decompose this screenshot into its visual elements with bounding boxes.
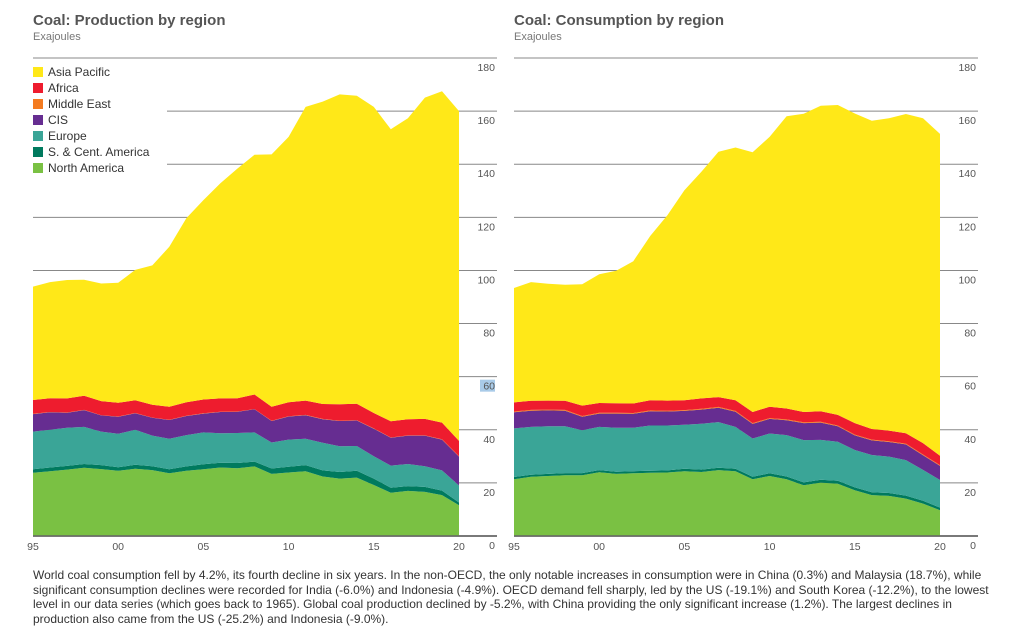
x-tick-label: 05 bbox=[198, 541, 210, 553]
y-tick-label: 80 bbox=[483, 328, 495, 340]
area-africa bbox=[33, 394, 459, 457]
commentary-paragraph: World coal consumption fell by 4.2%, its… bbox=[33, 568, 989, 626]
y-tick-label: 180 bbox=[958, 62, 976, 74]
legend-item-sc-america: S. & Cent. America bbox=[33, 144, 149, 160]
y-tick-label: 60 bbox=[483, 381, 495, 393]
x-axis-ticks: 95 00 05 10 15 20 bbox=[27, 541, 465, 553]
x-tick-label: 20 bbox=[934, 541, 946, 553]
y-tick-label: 100 bbox=[477, 274, 495, 286]
legend-item-middle-east: Middle East bbox=[33, 96, 149, 112]
legend-label: North America bbox=[48, 161, 125, 175]
y-tick-label: 40 bbox=[964, 434, 976, 446]
x-tick-label: 15 bbox=[368, 541, 380, 553]
x-tick-label: 95 bbox=[508, 541, 520, 553]
area-africa bbox=[514, 397, 940, 466]
y-tick-label: 0 bbox=[970, 540, 976, 552]
y-tick-label: 160 bbox=[958, 115, 976, 127]
consumption-chart-panel: Coal: Consumption by region Exajoules 0 2… bbox=[508, 0, 1004, 560]
legend-swatch-cis bbox=[33, 115, 43, 125]
legend-swatch-africa bbox=[33, 83, 43, 93]
tick-selection-highlight bbox=[480, 379, 495, 392]
legend-label: Africa bbox=[48, 81, 79, 95]
legend-label: CIS bbox=[48, 113, 69, 127]
area-europe bbox=[514, 422, 940, 508]
legend-item-cis: CIS bbox=[33, 112, 149, 128]
area-europe bbox=[33, 426, 459, 503]
y-tick-label: 60 bbox=[964, 381, 976, 393]
legend-item-asia-pacific: Asia Pacific bbox=[33, 64, 149, 80]
x-tick-label: 00 bbox=[112, 541, 124, 553]
legend-swatch-sc-america bbox=[33, 147, 43, 157]
legend-swatch-europe bbox=[33, 131, 43, 141]
legend-label: S. & Cent. America bbox=[48, 145, 150, 159]
legend-swatch-north-america bbox=[33, 163, 43, 173]
y-tick-label: 120 bbox=[958, 221, 976, 233]
legend-item-north-america: North America bbox=[33, 160, 149, 176]
area-layers bbox=[514, 105, 940, 536]
x-tick-label: 95 bbox=[27, 541, 39, 553]
area-asia-pacific bbox=[514, 105, 940, 456]
production-chart-title: Coal: Production by region bbox=[33, 12, 226, 29]
legend-item-africa: Africa bbox=[33, 80, 149, 96]
legend-label: Asia Pacific bbox=[48, 65, 111, 79]
area-asia-pacific bbox=[33, 91, 459, 441]
area-cis bbox=[33, 409, 459, 486]
area-layers bbox=[33, 91, 459, 536]
y-tick-label: 140 bbox=[477, 168, 495, 180]
y-tick-label: 100 bbox=[958, 274, 976, 286]
area-s-cent-america bbox=[33, 461, 459, 506]
x-tick-label: 15 bbox=[849, 541, 861, 553]
area-cis bbox=[514, 407, 940, 480]
y-tick-label: 140 bbox=[958, 168, 976, 180]
production-area-chart: 0 20 40 60 80 100 120 140 160 180 95 00 05 10 15 20 bbox=[27, 57, 497, 553]
production-chart-panel: Coal: Production by region Exajoules 0 20… bbox=[27, 0, 523, 560]
consumption-chart-units: Exajoules bbox=[514, 31, 562, 43]
y-tick-label: 0 bbox=[489, 540, 495, 552]
legend-label: Middle East bbox=[48, 97, 111, 111]
x-tick-label: 20 bbox=[453, 541, 465, 553]
x-tick-label: 05 bbox=[679, 541, 691, 553]
legend-swatch-asia-pacific bbox=[33, 67, 43, 77]
x-axis-ticks: 95 00 05 10 15 20 bbox=[508, 541, 946, 553]
production-chart-units: Exajoules bbox=[33, 31, 81, 43]
consumption-chart-title: Coal: Consumption by region bbox=[514, 12, 724, 29]
x-tick-label: 10 bbox=[764, 541, 776, 553]
x-tick-label: 10 bbox=[283, 541, 295, 553]
y-tick-label: 80 bbox=[964, 328, 976, 340]
area-north-america bbox=[514, 470, 940, 536]
legend-label: Europe bbox=[48, 129, 87, 143]
area-north-america bbox=[33, 466, 459, 536]
area-s-cent-america bbox=[514, 467, 940, 511]
y-tick-label: 120 bbox=[477, 221, 495, 233]
legend-item-europe: Europe bbox=[33, 128, 149, 144]
y-tick-label: 20 bbox=[483, 487, 495, 499]
legend-swatch-middle-east bbox=[33, 99, 43, 109]
y-tick-label: 180 bbox=[477, 62, 495, 74]
y-tick-label: 40 bbox=[483, 434, 495, 446]
y-tick-label: 20 bbox=[964, 487, 976, 499]
chart-legend: Asia Pacific Africa Middle East CIS Euro… bbox=[33, 64, 149, 176]
consumption-area-chart: 0 20 40 60 80 100 120 140 160 180 95 00 05 10 15 20 bbox=[508, 57, 978, 553]
x-tick-label: 00 bbox=[593, 541, 605, 553]
y-tick-label: 160 bbox=[477, 115, 495, 127]
